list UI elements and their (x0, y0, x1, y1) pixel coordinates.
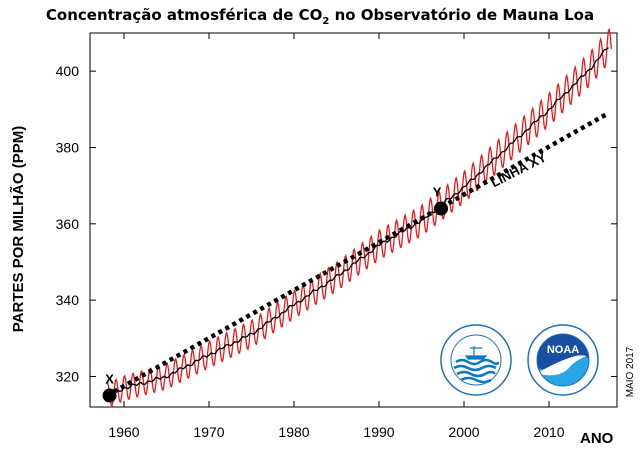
y-tick-label: 400 (56, 63, 80, 79)
x-tick-label: 2000 (448, 424, 479, 440)
chart-title: Concentração atmosférica de CO2 no Obser… (0, 6, 640, 27)
annual-co2-line (106, 47, 609, 396)
xy-line-label: LINHA XY (488, 149, 549, 190)
x-tick-label: 2010 (533, 424, 564, 440)
bird-icon (539, 355, 587, 376)
noaa-sky-fill (537, 334, 589, 371)
noaa-logo: NOAA (527, 324, 599, 396)
point-label-y: Y (433, 185, 442, 200)
x-tick-label: 1960 (108, 424, 139, 440)
wave-icon (456, 370, 496, 378)
noaa-ocean-service-logo (440, 324, 512, 396)
y-tick-label: 320 (56, 368, 80, 384)
x-axis-label: ANO (580, 430, 614, 447)
y-tick-label: 380 (56, 139, 80, 155)
wave-icon (453, 364, 497, 372)
chart-title-subscript: 2 (322, 16, 330, 27)
y-tick-label: 340 (56, 292, 80, 308)
logo-inner-ring (536, 333, 590, 387)
point-label-x: X (105, 372, 114, 387)
y-tick-labels: 320 340 360 380 400 (56, 63, 80, 384)
x-tick-label: 1990 (363, 424, 394, 440)
chart-title-suffix: no Observatório de Mauna Loa (329, 6, 595, 24)
plot-frame (89, 32, 618, 408)
noaa-logo-text: NOAA (547, 344, 579, 356)
point-x (102, 388, 117, 403)
wave-icon (455, 358, 500, 366)
credit-label: MAIO 2017 (625, 346, 636, 397)
chart-title-prefix: Concentração atmosférica de CO (45, 6, 323, 24)
wave-icon (460, 376, 492, 384)
x-tick-labels: 1960 1970 1980 1990 2000 2010 (108, 424, 564, 440)
y-axis-label: PARTES POR MILHÃO (PPM) (9, 126, 27, 332)
monthly-co2-line (106, 27, 612, 407)
y-tick-label: 360 (56, 216, 80, 232)
x-tick-label: 1970 (193, 424, 224, 440)
point-y (434, 201, 449, 216)
x-tick-label: 1980 (278, 424, 309, 440)
ship-icon (464, 346, 488, 360)
